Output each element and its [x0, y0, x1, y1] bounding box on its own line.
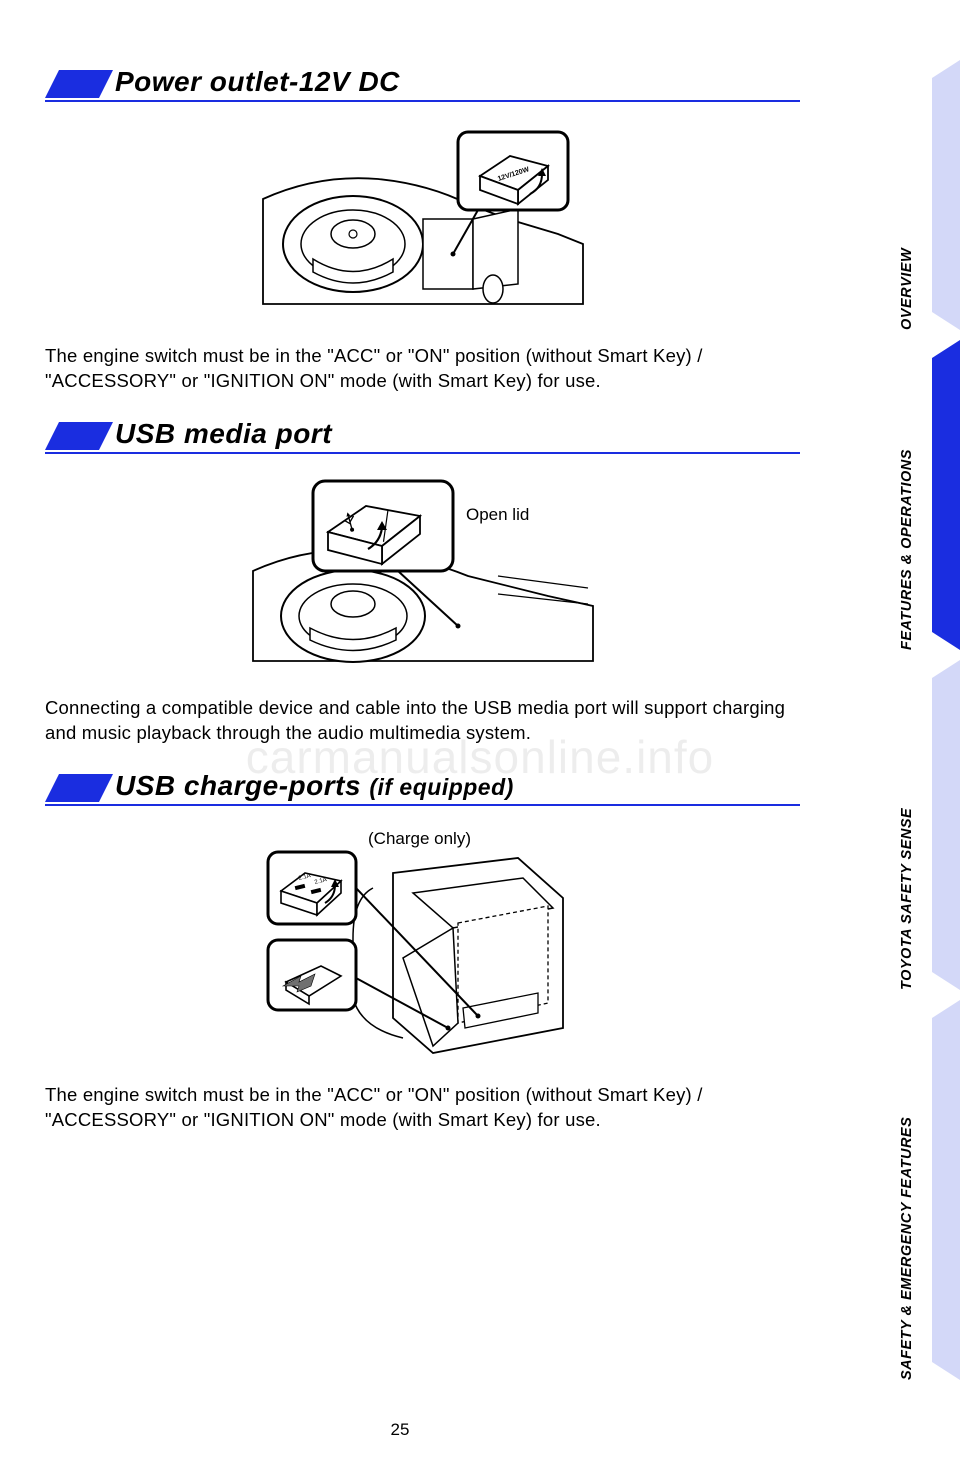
illustration-usb-media: Open lid: [248, 476, 598, 676]
callout-label-open-lid: Open lid: [466, 505, 529, 524]
section-header-power-outlet: Power outlet-12V DC: [45, 70, 800, 106]
section-title: Power outlet-12V DC: [115, 66, 400, 98]
chevron-icon: [45, 70, 113, 98]
tab-safety-emergency[interactable]: SAFETY & EMERGENCY FEATURES: [860, 1000, 960, 1380]
page-content: Power outlet-12V DC 12V/: [0, 0, 800, 1133]
figure-power-outlet: 12V/120W: [45, 124, 800, 324]
tab-label: SAFETY & EMERGENCY FEATURES: [899, 1000, 915, 1380]
body-text-usb-media: Connecting a compatible device and cable…: [45, 696, 800, 746]
tab-bg-icon: [932, 1000, 960, 1380]
section-header-usb-media: USB media port: [45, 422, 800, 458]
section-title: USB charge-ports (if equipped): [115, 770, 514, 802]
chevron-icon: [45, 774, 113, 802]
figure-usb-media: Open lid: [45, 476, 800, 676]
tab-label: OVERVIEW: [899, 60, 915, 330]
tab-overview[interactable]: OVERVIEW: [860, 60, 960, 330]
illustration-power-outlet: 12V/120W: [258, 124, 588, 324]
chevron-icon: [45, 422, 113, 450]
callout-label-charge-only: (Charge only): [368, 829, 471, 848]
body-text-usb-charge: The engine switch must be in the "ACC" o…: [45, 1083, 800, 1133]
tab-bg-icon: [932, 340, 960, 650]
tab-label: TOYOTA SAFETY SENSE: [899, 660, 915, 990]
section-header-usb-charge: USB charge-ports (if equipped): [45, 774, 800, 810]
figure-usb-charge: (Charge only) 2.1A 2.1A: [45, 828, 800, 1063]
tab-bg-icon: [932, 660, 960, 990]
tab-toyota-safety-sense[interactable]: TOYOTA SAFETY SENSE: [860, 660, 960, 990]
section-rule: [45, 100, 800, 102]
body-text-power-outlet: The engine switch must be in the "ACC" o…: [45, 344, 800, 394]
tab-label: FEATURES & OPERATIONS: [899, 340, 915, 650]
section-title: USB media port: [115, 418, 332, 450]
section-rule: [45, 452, 800, 454]
side-tabs: OVERVIEW FEATURES & OPERATIONS TOYOTA SA…: [845, 0, 960, 1484]
page-number: 25: [0, 1420, 800, 1440]
tab-features-operations[interactable]: FEATURES & OPERATIONS: [860, 340, 960, 650]
illustration-usb-charge: (Charge only) 2.1A 2.1A: [253, 828, 593, 1063]
section-rule: [45, 804, 800, 806]
tab-bg-icon: [932, 60, 960, 330]
